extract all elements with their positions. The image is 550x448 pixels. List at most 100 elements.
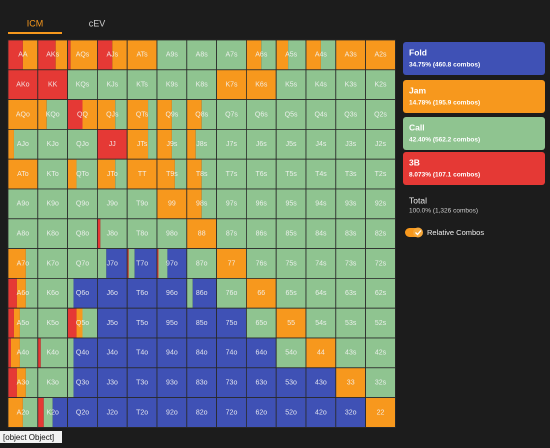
hand-cell[interactable]: 86o — [186, 277, 218, 309]
hand-cell[interactable]: 86s — [245, 218, 277, 250]
hand-cell[interactable]: Q6o — [67, 277, 98, 309]
hand-cell[interactable]: K8s — [186, 69, 218, 101]
hand-cell[interactable]: A9o — [7, 188, 39, 220]
hand-cell[interactable]: T9s — [156, 158, 188, 190]
hand-cell[interactable]: 43s — [335, 337, 366, 369]
hand-cell[interactable]: 53o — [275, 367, 307, 398]
hand-cell[interactable]: K5s — [275, 69, 307, 101]
hand-cell[interactable]: 87o — [186, 248, 218, 279]
hand-cell[interactable]: K7o — [37, 248, 68, 279]
hand-cell[interactable]: A5o — [7, 307, 39, 339]
hand-cell[interactable]: T8o — [126, 218, 158, 250]
hand-cell[interactable]: Q7s — [216, 99, 247, 130]
hand-cell[interactable]: 98o — [156, 218, 188, 250]
hand-cell[interactable]: AJo — [7, 128, 39, 160]
hand-cell[interactable]: J7s — [216, 128, 247, 160]
hand-cell[interactable]: 33 — [335, 367, 366, 398]
hand-cell[interactable]: K9s — [156, 69, 188, 101]
hand-cell[interactable]: J9o — [97, 188, 128, 220]
hand-cell[interactable]: Q2o — [67, 397, 98, 428]
hand-cell[interactable]: Q3s — [335, 99, 366, 130]
hand-cell[interactable]: Q9s — [156, 99, 188, 130]
hand-cell[interactable]: 66 — [245, 277, 277, 309]
tab-cev[interactable]: cEV — [89, 18, 106, 28]
hand-cell[interactable]: T7s — [216, 158, 247, 190]
hand-cell[interactable]: 75o — [216, 307, 247, 339]
hand-cell[interactable]: J3s — [335, 128, 366, 160]
hand-cell[interactable]: J7o — [97, 248, 128, 279]
hand-cell[interactable]: KJo — [37, 128, 68, 160]
hand-cell[interactable]: A3o — [7, 367, 39, 398]
hand-cell[interactable]: A2s — [365, 39, 396, 71]
hand-cell[interactable]: 97o — [156, 248, 188, 279]
hand-cell[interactable]: KK — [37, 69, 68, 101]
hand-cell[interactable]: T4s — [305, 158, 337, 190]
toggle-knob[interactable] — [413, 227, 423, 238]
hand-cell[interactable]: 84o — [186, 337, 218, 369]
hand-cell[interactable]: 83o — [186, 367, 218, 398]
hand-cell[interactable]: 55 — [275, 307, 307, 339]
hand-cell[interactable]: T7o — [126, 248, 158, 279]
hand-cell[interactable]: T8s — [186, 158, 218, 190]
hand-cell[interactable]: AQo — [7, 99, 39, 130]
hand-cell[interactable]: 97s — [216, 188, 247, 220]
hand-cell[interactable]: K2s — [365, 69, 396, 101]
hand-cell[interactable]: JTo — [97, 158, 128, 190]
hand-cell[interactable]: J2o — [97, 397, 128, 428]
hand-cell[interactable]: T3s — [335, 158, 366, 190]
hand-cell[interactable]: QTo — [67, 158, 98, 190]
hand-cell[interactable]: T2s — [365, 158, 396, 190]
toggle-label[interactable]: Relative Combos — [427, 228, 484, 237]
hand-cell[interactable]: Q3o — [67, 367, 98, 398]
hand-cell[interactable]: J3o — [97, 367, 128, 398]
hand-cell[interactable]: AQs — [67, 39, 98, 71]
hand-cell[interactable]: 53s — [335, 307, 366, 339]
hand-cell[interactable]: K3o — [37, 367, 68, 398]
hand-cell[interactable]: Q5s — [275, 99, 307, 130]
hand-cell[interactable]: J8s — [186, 128, 218, 160]
hand-cell[interactable]: 65s — [275, 277, 307, 309]
hand-cell[interactable]: 52s — [365, 307, 396, 339]
hand-cell[interactable]: KJs — [97, 69, 128, 101]
hand-cell[interactable]: A6o — [7, 277, 39, 309]
hand-cell[interactable]: A4s — [305, 39, 337, 71]
hand-cell[interactable]: J4s — [305, 128, 337, 160]
hand-cell[interactable]: 64o — [245, 337, 277, 369]
hand-cell[interactable]: 92o — [156, 397, 188, 428]
hand-cell[interactable]: 95o — [156, 307, 188, 339]
hand-cell[interactable]: 63o — [245, 367, 277, 398]
hand-cell[interactable]: Q4o — [67, 337, 98, 369]
hand-cell[interactable]: J8o — [97, 218, 128, 250]
hand-cell[interactable]: A3s — [335, 39, 366, 71]
hand-cell[interactable]: Q8o — [67, 218, 98, 250]
hand-cell[interactable]: Q7o — [67, 248, 98, 279]
hand-cell[interactable]: 54o — [275, 337, 307, 369]
hand-cell[interactable]: 94s — [305, 188, 337, 220]
hand-cell[interactable]: A6s — [245, 39, 277, 71]
hand-cell[interactable]: T6s — [245, 158, 277, 190]
hand-cell[interactable]: KQs — [67, 69, 98, 101]
hand-cell[interactable]: K2o — [37, 397, 68, 428]
hand-cell[interactable]: A8o — [7, 218, 39, 250]
hand-cell[interactable]: 74s — [305, 248, 337, 279]
hand-cell[interactable]: ATo — [7, 158, 39, 190]
hand-cell[interactable]: K6o — [37, 277, 68, 309]
hand-cell[interactable]: 93o — [156, 367, 188, 398]
hand-cell[interactable]: 44 — [305, 337, 337, 369]
hand-cell[interactable]: 77 — [216, 248, 247, 279]
hand-cell[interactable]: J6o — [97, 277, 128, 309]
hand-cell[interactable]: T6o — [126, 277, 158, 309]
hand-cell[interactable]: K9o — [37, 188, 68, 220]
hand-cell[interactable]: K8o — [37, 218, 68, 250]
hand-cell[interactable]: A8s — [186, 39, 218, 71]
hand-cell[interactable]: Q8s — [186, 99, 218, 130]
hand-cell[interactable]: A5s — [275, 39, 307, 71]
hand-cell[interactable]: T9o — [126, 188, 158, 220]
hand-cell[interactable]: J5s — [275, 128, 307, 160]
hand-cell[interactable]: 43o — [305, 367, 337, 398]
hand-cell[interactable]: K7s — [216, 69, 247, 101]
hand-cell[interactable]: 52o — [275, 397, 307, 428]
hand-cell[interactable]: AKo — [7, 69, 39, 101]
hand-cell[interactable]: 73o — [216, 367, 247, 398]
hand-cell[interactable]: T4o — [126, 337, 158, 369]
